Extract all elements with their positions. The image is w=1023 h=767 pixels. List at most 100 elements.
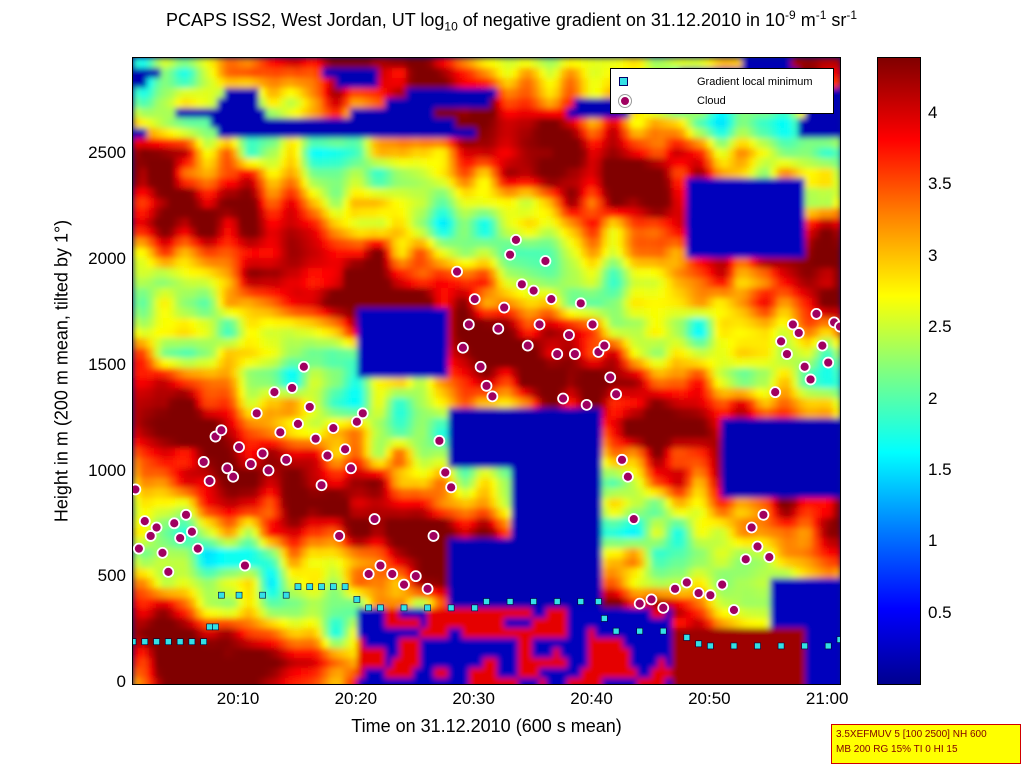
heatmap-cell	[609, 118, 617, 129]
heatmap-cell	[434, 218, 442, 229]
heatmap-cell	[588, 558, 596, 569]
heatmap-cell	[322, 128, 330, 139]
heatmap-cell	[399, 78, 407, 89]
heatmap-cell	[315, 358, 323, 369]
heatmap-cell	[343, 258, 351, 269]
heatmap-cell	[434, 158, 442, 169]
heatmap-cell	[378, 598, 386, 609]
heatmap-cell	[217, 208, 225, 219]
heatmap-cell	[273, 178, 281, 189]
heatmap-cell	[252, 128, 260, 139]
heatmap-cell	[441, 58, 449, 69]
heatmap-cell	[266, 618, 274, 629]
heatmap-cell	[546, 58, 554, 69]
heatmap-cell	[490, 428, 498, 439]
heatmap-cell	[182, 348, 190, 359]
heatmap-cell	[294, 308, 302, 319]
heatmap-cell	[238, 318, 246, 329]
heatmap-cell	[525, 558, 533, 569]
heatmap-cell	[175, 128, 183, 139]
heatmap-cell	[196, 328, 204, 339]
heatmap-cell	[448, 158, 456, 169]
heatmap-cell	[588, 668, 596, 679]
heatmap-cell	[511, 518, 519, 529]
heatmap-cell	[322, 78, 330, 89]
heatmap-cell	[462, 148, 470, 159]
heatmap-cell	[455, 368, 463, 379]
heatmap-cell	[560, 558, 568, 569]
heatmap-cell	[182, 98, 190, 109]
heatmap-cell	[602, 518, 610, 529]
heatmap-cell	[518, 558, 526, 569]
heatmap-cell	[406, 78, 414, 89]
heatmap-cell	[441, 138, 449, 149]
heatmap-cell	[602, 108, 610, 119]
heatmap-cell	[497, 178, 505, 189]
heatmap-cell	[259, 518, 267, 529]
heatmap-cell	[259, 388, 267, 399]
heatmap-cell	[224, 418, 232, 429]
heatmap-cell	[364, 268, 372, 279]
heatmap-cell	[560, 508, 568, 519]
heatmap-cell	[455, 198, 463, 209]
heatmap-cell	[231, 128, 239, 139]
heatmap-cell	[518, 638, 526, 649]
heatmap-cell	[392, 268, 400, 279]
heatmap-cell	[595, 168, 603, 179]
heatmap-cell	[504, 448, 512, 459]
heatmap-cell	[168, 358, 176, 369]
heatmap-cell	[546, 558, 554, 569]
heatmap-cell	[588, 578, 596, 589]
heatmap-cell	[147, 398, 155, 409]
heatmap-cell	[399, 418, 407, 429]
heatmap-cell	[609, 428, 617, 439]
heatmap-cell	[343, 198, 351, 209]
heatmap-cell	[140, 128, 148, 139]
heatmap-cell	[343, 298, 351, 309]
heatmap-cell	[308, 508, 316, 519]
heatmap-cell	[238, 118, 246, 129]
heatmap-cell	[371, 638, 379, 649]
heatmap-cell	[672, 468, 680, 479]
heatmap-cell	[252, 148, 260, 159]
heatmap-cell	[385, 408, 393, 419]
heatmap-cell	[350, 668, 358, 679]
heatmap-cell	[609, 608, 617, 619]
heatmap-cell	[455, 298, 463, 309]
heatmap-cell	[420, 308, 428, 319]
heatmap-cell	[385, 548, 393, 559]
heatmap-cell	[427, 98, 435, 109]
heatmap-cell	[602, 618, 610, 629]
heatmap-cell	[616, 128, 624, 139]
heatmap-cell	[273, 128, 281, 139]
heatmap-cell	[385, 148, 393, 159]
heatmap-cell	[679, 548, 687, 559]
heatmap-cell	[658, 538, 666, 549]
heatmap-cell	[462, 268, 470, 279]
heatmap-cell	[259, 208, 267, 219]
heatmap-cell	[287, 348, 295, 359]
heatmap-cell	[427, 318, 435, 329]
heatmap-cell	[490, 408, 498, 419]
heatmap-cell	[280, 338, 288, 349]
heatmap-cell	[238, 108, 246, 119]
heatmap-cell	[301, 618, 309, 629]
heatmap-cell	[602, 168, 610, 179]
heatmap-cell	[308, 448, 316, 459]
heatmap-cell	[350, 168, 358, 179]
heatmap-cell	[371, 448, 379, 459]
heatmap-cell	[462, 648, 470, 659]
heatmap-cell	[385, 578, 393, 589]
heatmap-cell	[364, 658, 372, 669]
heatmap-cell	[490, 138, 498, 149]
heatmap-cell	[539, 568, 547, 579]
heatmap-cell	[399, 378, 407, 389]
heatmap-cell	[322, 158, 330, 169]
heatmap-cell	[371, 578, 379, 589]
heatmap-cell	[336, 568, 344, 579]
heatmap-cell	[280, 608, 288, 619]
heatmap-cell	[588, 338, 596, 349]
heatmap-cell	[434, 318, 442, 329]
heatmap-cell	[476, 658, 484, 669]
heatmap-cell	[504, 478, 512, 489]
